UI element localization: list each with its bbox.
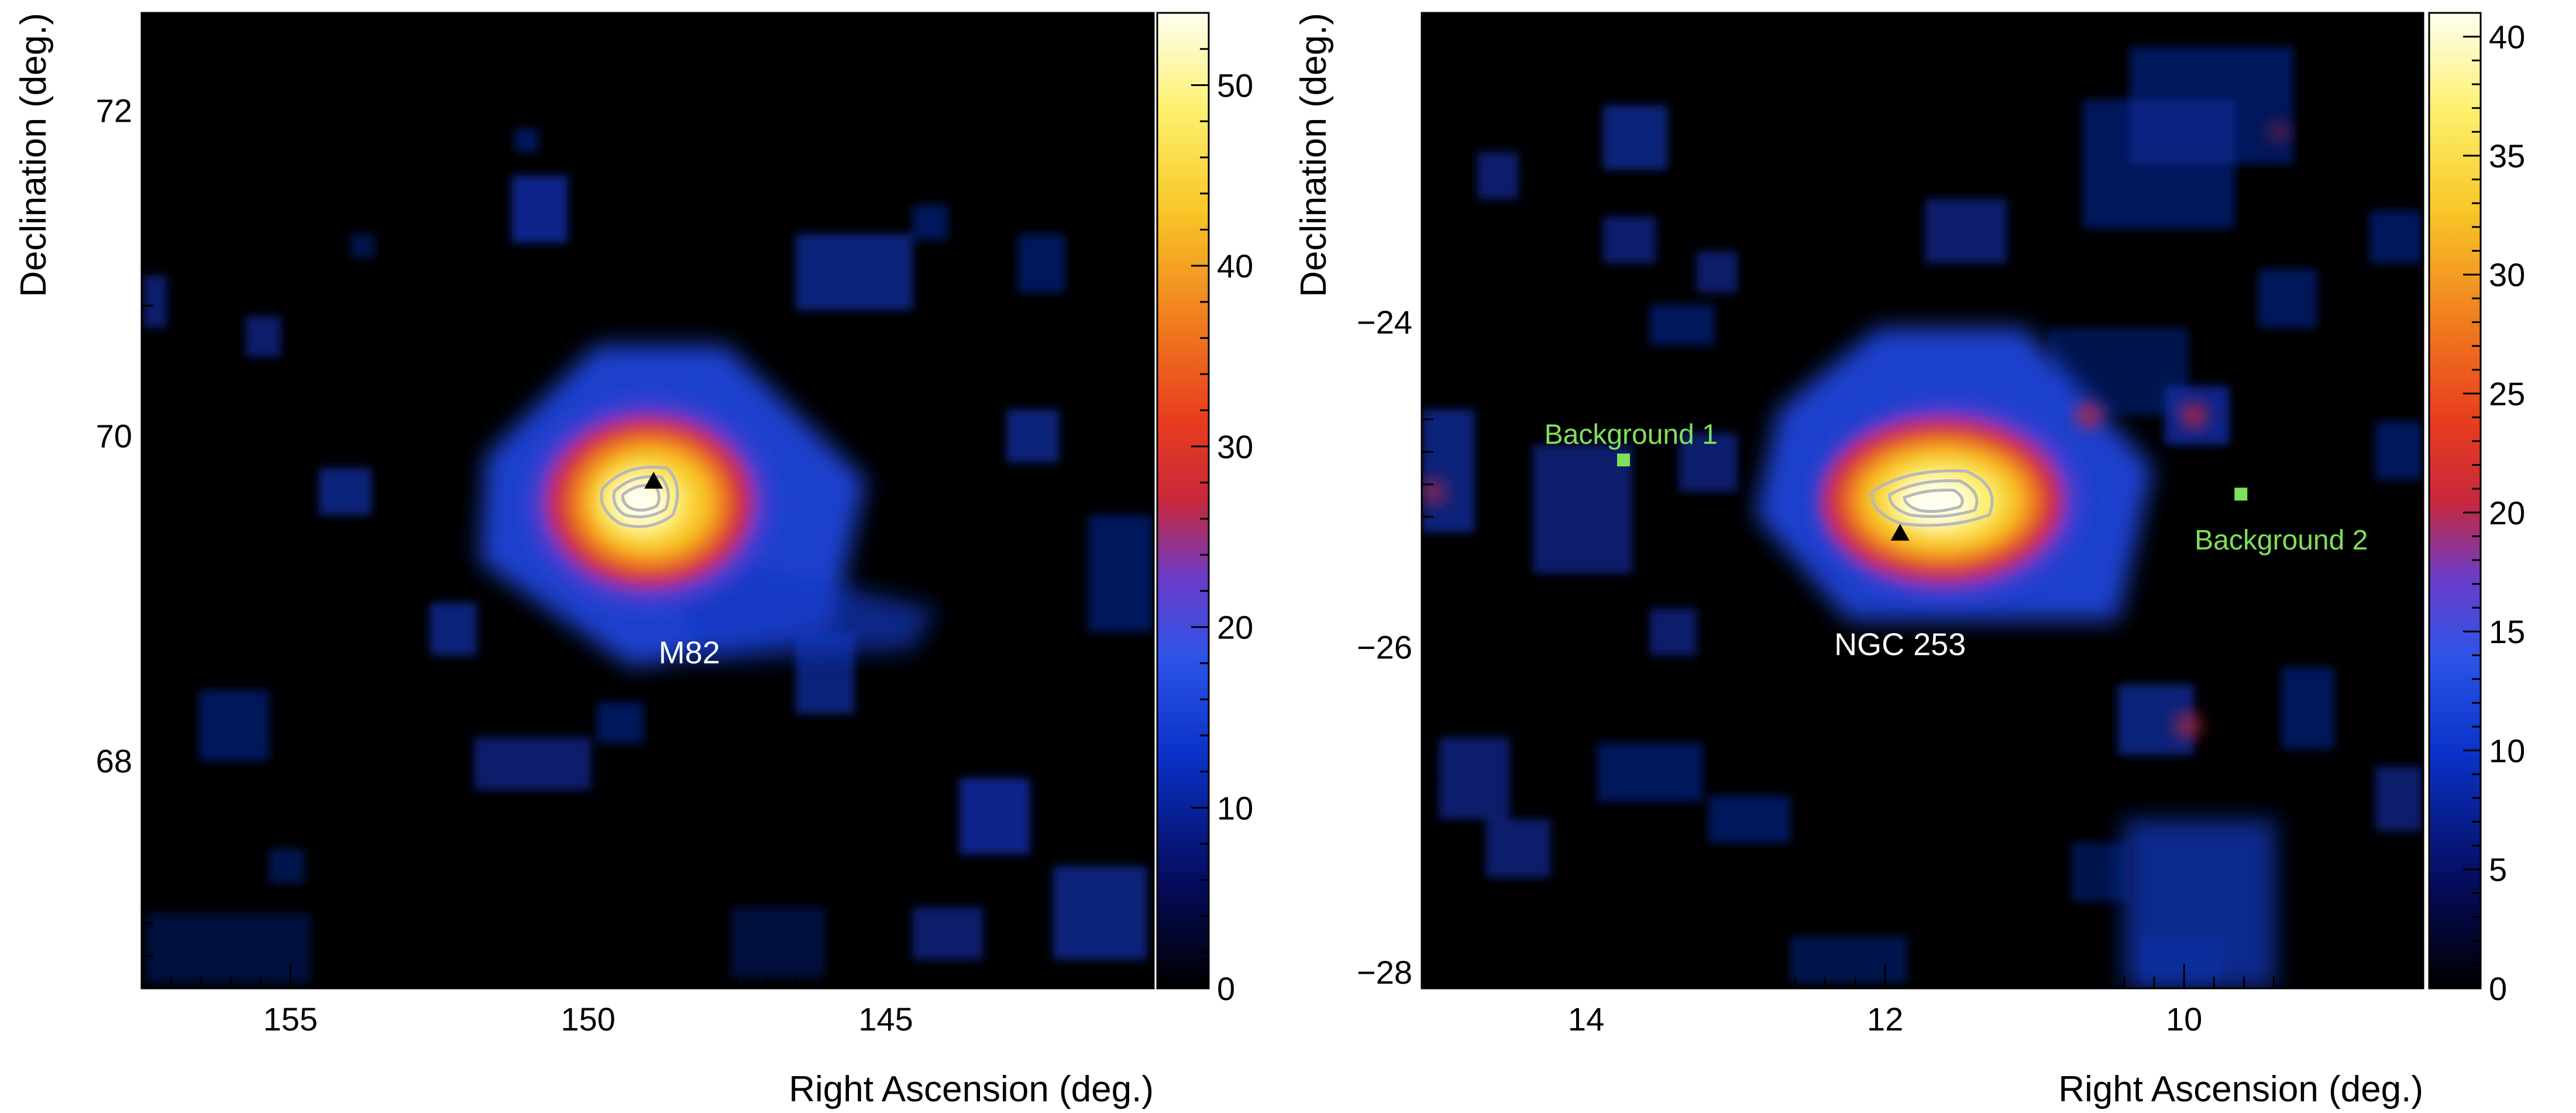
x-tick-label: 14 [1568,1001,1604,1038]
left-contours [600,465,679,528]
right-contours [1870,469,1994,527]
x-tick-label: 12 [1867,1001,1903,1038]
x-tick-label: 150 [561,1001,615,1038]
background-1-marker [1617,454,1630,467]
colorbar-tick-label: 40 [1217,248,1253,284]
left-tick-labels: 155 150 145 68 70 72 [96,92,913,1038]
left-panel: 155 150 145 68 70 72 M82 Right Ascension (deg… [13,12,1253,1109]
source-position-marker [1890,524,1910,541]
right-x-axis-title: Right Ascension (deg.) [2058,1069,2423,1109]
left-markers [644,472,663,489]
source-label-m82: M82 [659,635,720,670]
colorbar-tick-label: 20 [1217,609,1253,646]
colorbar-tick-label: 30 [2489,256,2525,293]
right-panel: 14 12 10 −24 −26 −28 NGC 253 Background 1 Bac… [1294,12,2525,1109]
source-position-marker [644,472,663,489]
right-colorbar: 0 5 10 15 20 25 30 35 40 [2428,12,2525,1007]
left-colorbar: 0 10 20 30 40 50 [1156,12,1253,1007]
left-axis-ticks [140,12,1155,990]
left-y-axis-title: Declination (deg.) [13,13,54,297]
x-tick-label: 145 [858,1001,913,1038]
right-heatmap [1422,47,2422,988]
colorbar-tick-label: 35 [2489,138,2525,174]
right-tick-labels: 14 12 10 −24 −26 −28 [1357,304,2202,1038]
colorbar-tick-label: 15 [2489,613,2525,650]
x-tick-label: 155 [263,1001,318,1038]
y-tick-label: −28 [1357,954,1412,991]
colorbar-tick-label: 0 [1217,970,1235,1007]
y-tick-label: 68 [96,743,132,779]
colorbar-tick-label: 10 [2489,732,2525,769]
y-tick-label: −24 [1357,304,1412,341]
background-2-label: Background 2 [2195,525,2368,556]
right-colorbar-gradient [2429,13,2481,988]
colorbar-tick-label: 10 [1217,789,1253,826]
left-heatmap [143,129,1153,983]
colorbar-tick-label: 50 [1217,67,1253,104]
y-tick-label: 72 [96,92,132,129]
background-2-marker [2234,487,2248,501]
left-x-axis-title: Right Ascension (deg.) [789,1069,1154,1109]
x-tick-label: 10 [2166,1001,2202,1038]
left-colorbar-gradient [1157,13,1209,988]
colorbar-tick-label: 20 [2489,494,2525,531]
source-label-ngc253: NGC 253 [1834,627,1966,662]
background-1-label: Background 1 [1545,419,1718,450]
colorbar-tick-label: 25 [2489,376,2525,413]
colorbar-tick-label: 5 [2489,851,2507,888]
right-y-axis-title: Declination (deg.) [1294,13,1334,297]
right-axis-ticks [1422,28,2424,988]
colorbar-tick-label: 40 [2489,19,2525,56]
y-tick-label: −26 [1357,629,1412,666]
right-markers [1617,454,2248,541]
colorbar-tick-label: 30 [1217,428,1253,465]
colorbar-tick-label: 0 [2489,970,2507,1007]
left-colorbar-ticks: 0 10 20 30 40 50 [1191,12,1253,1007]
y-tick-label: 70 [96,417,132,454]
right-colorbar-ticks: 0 5 10 15 20 25 30 35 40 [2463,12,2525,1007]
